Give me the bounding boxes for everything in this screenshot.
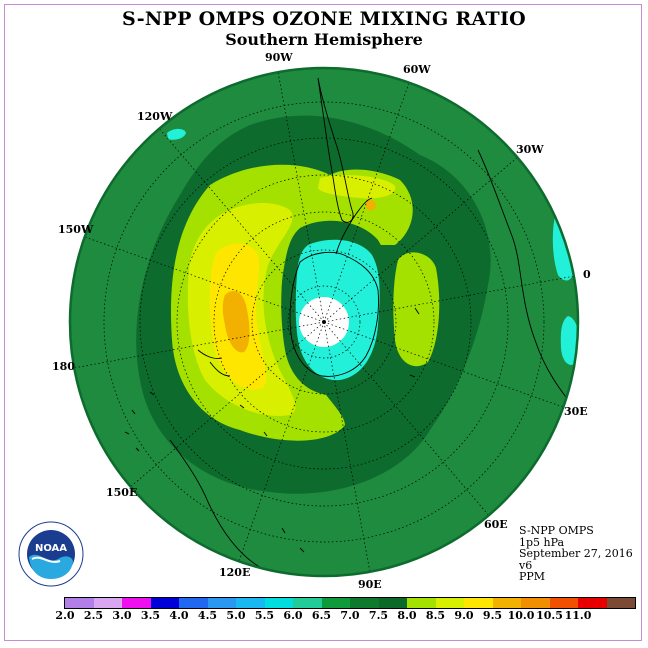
coast-south-america [317,77,354,223]
lat-circle [139,137,509,507]
longitude-label: 90W [265,51,293,64]
colorbar-tick-label: 3.5 [140,609,161,622]
colorbar-swatch [65,598,94,608]
info-level: 1p5 hPa [519,535,565,549]
longitude-label: 30E [564,405,588,418]
coastlines [124,77,577,576]
colorbar-swatch [236,598,265,608]
lat-circle [176,174,472,470]
longitude-label: 180 [52,360,75,373]
colorbar-tick-label: 7.5 [368,609,389,622]
longitude-label: 60W [403,63,431,76]
colorbar-swatch [321,598,350,608]
colorbar-tick-label: 5.5 [254,609,275,622]
colorbar-tick-label: 8.0 [397,609,417,622]
colorbar-tick-label: 6.0 [283,609,303,622]
info-date: September 27, 2016 [519,547,633,560]
colorbar-swatch [93,598,122,608]
colorbar-tick-label: 11.0 [564,609,592,622]
graticule [74,72,574,572]
field-cyan-northwest [167,128,186,140]
colorbar [64,597,636,609]
lat-circle [213,211,435,433]
field-cyan-east-2 [560,316,578,365]
colorbar-swatch [122,598,151,608]
lat-circle [103,101,545,543]
longitude-label: 120W [137,110,173,123]
longitude-label: 30W [516,143,544,156]
colorbar-swatch [179,598,208,608]
field-orange-small [366,199,376,211]
colorbar-swatch [435,598,464,608]
colorbar-swatch [549,598,578,608]
coast-africa [477,149,577,411]
colorbar-tick-label: 10.5 [536,609,563,622]
coast-antarctica [289,251,379,377]
south-pole-marker [322,320,326,324]
colorbar-tick-label: 2.0 [55,609,75,622]
colorbar-swatch [521,598,550,608]
info-units: PPM [519,570,546,583]
lat-circle [251,249,397,395]
longitude-label: 150E [106,486,138,499]
logo-text: NOAA [35,543,67,554]
colorbar-swatch [578,598,607,608]
colorbar-swatch [150,598,179,608]
coast-australia [169,439,321,576]
lat-circle [287,285,361,359]
colorbar-tick-label: 4.0 [169,609,189,622]
info-instrument: S-NPP OMPS [519,524,594,537]
figure-frame [4,4,642,641]
colorbar-tick-label: 9.5 [482,609,503,622]
page-title: S-NPP OMPS OZONE MIXING RATIO [121,8,527,30]
page-subtitle: Southern Hemisphere [225,30,423,49]
colorbar-tick-label: 7.0 [340,609,360,622]
colorbar-tick-label: 3.0 [112,609,132,622]
colorbar-tick-label: 10.0 [507,609,535,622]
colorbar-tick-label: 2.5 [83,609,104,622]
colorbar-swatch [207,598,236,608]
product-info: S-NPP OMPS 1p5 hPa September 27, 2016 v6… [519,525,633,583]
colorbar-swatch [492,598,521,608]
colorbar-tick-label: 4.5 [197,609,218,622]
noaa-logo: NOAA [18,521,84,587]
colorbar-swatch [350,598,379,608]
longitude-label: 60E [484,518,508,531]
colorbar-swatch [264,598,293,608]
colorbar-tick-label: 9.0 [454,609,474,622]
field-orange [222,291,250,353]
colorbar-tick-label: 8.5 [425,609,446,622]
colorbar-tick-label: 6.5 [311,609,332,622]
longitude-label: 120E [219,566,251,579]
longitude-label: 90E [358,578,382,591]
colorbar-swatch [606,598,635,608]
colorbar-swatch [293,598,322,608]
colorbar-ticks: 2.0 2.5 3.0 3.5 4.0 4.5 5.0 5.5 6.0 6.5 7.0 7.5 8.0 8… [0,609,648,623]
colorbar-swatch [464,598,493,608]
map-boundary [68,66,580,578]
info-version: v6 [519,558,533,572]
longitude-label: 150W [58,223,94,236]
colorbar-tick-label: 5.0 [226,609,246,622]
colorbar-swatch [407,598,436,608]
longitude-label: 0 [583,268,591,281]
colorbar-swatch [378,598,407,608]
coast-islands [124,307,420,553]
field-yellow-green-north [318,175,396,199]
